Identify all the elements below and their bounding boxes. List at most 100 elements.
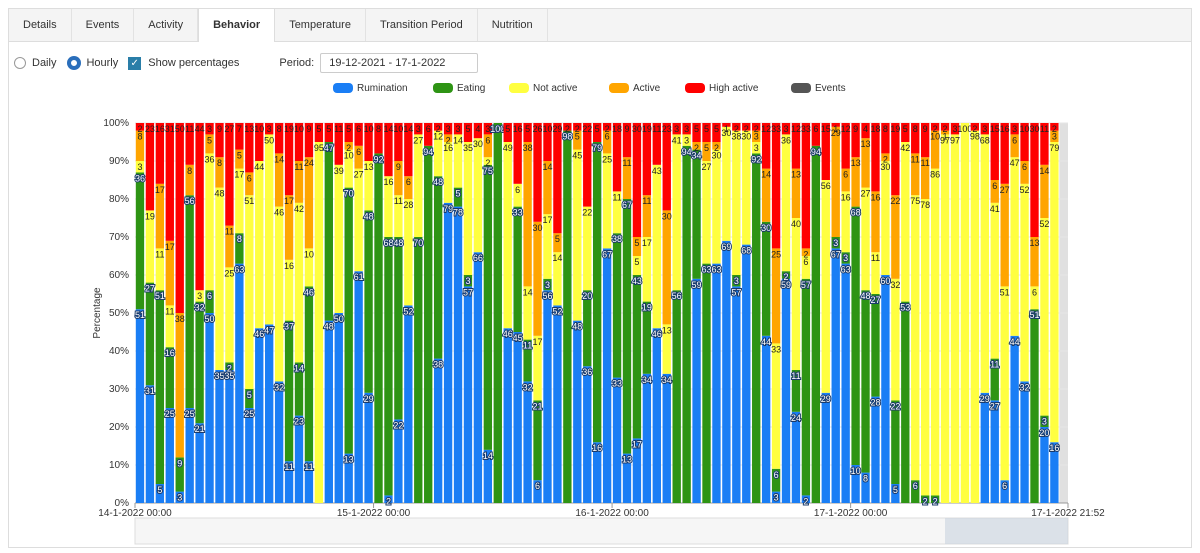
data-label: 34 [692,151,702,161]
bar-segment [920,123,930,158]
bar-segment [215,157,224,188]
bar-segment [930,168,940,496]
bar-segment [384,123,393,177]
bar-segment [811,145,821,504]
data-label: 51 [135,310,145,320]
data-label: 44 [254,162,264,172]
bar-segment [205,313,214,503]
bar-segment [970,130,980,503]
bar-segment [453,123,463,135]
tab[interactable]: Details [9,9,72,41]
navigator[interactable] [134,517,1069,545]
data-label: 42 [294,204,304,214]
bar-segment [473,138,483,253]
data-label: 3 [465,276,470,286]
tab[interactable]: Transition Period [366,9,478,41]
tab[interactable]: Temperature [275,9,366,41]
bar-segment [374,153,383,503]
data-label: 6 [485,135,490,145]
bar-segment [752,142,761,154]
period-input[interactable]: 19-12-2021 - 17-1-2022 [320,53,479,73]
bar-segment [732,130,741,275]
bar-segment [334,164,343,313]
bar-segment [1030,309,1039,503]
navigator-window[interactable] [945,518,1068,544]
legend-swatch [509,83,529,93]
bar-segment [404,305,413,503]
data-label: 95 [314,143,324,153]
bar-segment [990,180,999,203]
bar-segment [145,282,155,386]
bar-segment [453,187,463,207]
tab[interactable]: Activity [134,9,199,41]
data-label: 11 [155,249,164,259]
bar-segment [354,123,363,146]
data-label: 3 [416,124,421,134]
bar-segment [414,123,423,135]
tab[interactable]: Nutrition [478,9,548,41]
bar-segment [851,157,860,207]
data-label: 3 [1042,417,1047,427]
bar-segment [135,309,145,503]
bar-segment [165,240,174,306]
bar-segment [901,142,910,302]
bar-segment [165,408,174,503]
bar-segment [682,123,691,135]
data-label: 42 [900,143,910,153]
data-label: 14 [523,287,533,297]
tab[interactable]: Events [72,9,135,41]
data-label: 29 [831,128,841,138]
bar-segment [364,210,373,393]
data-label: 13 [851,158,861,168]
bar-segment [215,187,224,370]
bar-segment [145,210,155,283]
data-label: 5 [893,485,898,495]
label: Hourly [86,57,119,69]
bar-segment [135,172,145,310]
data-label: 29 [821,394,831,404]
bar-segment [314,142,324,503]
bar-segment [871,191,880,253]
bar-segment [602,248,612,503]
bar-segment [871,396,880,503]
data-label: 8 [217,158,222,168]
bar-segment [642,301,652,374]
data-label: 2 [933,496,938,506]
bar-segment [374,123,383,154]
data-label: 30 [473,139,483,149]
bar-segment [274,123,284,154]
legend-swatch [685,83,705,93]
checkbox[interactable]: ✓ [128,56,142,70]
data-label: 41 [672,135,682,145]
bar-segment [960,123,970,503]
data-label: 2 [883,154,888,164]
data-label: 27 [354,170,364,180]
radio-hourly[interactable] [68,57,81,69]
bar-segment [612,123,622,192]
data-label: 97 [950,135,960,145]
data-label: 36 [582,367,592,377]
bar-segment [821,180,830,393]
data-label: 5 [456,189,461,199]
data-label: 27 [1000,185,1010,195]
data-label: 39 [334,166,344,176]
data-label: 6 [356,124,361,134]
bar-segment [155,123,165,184]
bar-segment [245,389,254,408]
bar-segment [672,290,681,503]
radio-daily[interactable] [14,57,26,69]
data-label: 22 [890,401,900,411]
bar-segment [284,259,294,321]
data-label: 8 [237,234,242,244]
bar-segment [483,157,493,165]
bar-segment [791,123,801,169]
bar-segment [235,233,244,264]
data-label: 48 [324,322,334,332]
data-label: 47 [264,325,274,335]
data-label: 45 [513,333,523,343]
tab[interactable]: Behavior [198,9,276,42]
bar-segment [781,278,791,503]
data-label: 15 [990,124,1000,134]
bar-segment [841,168,850,192]
data-label: 48 [214,189,224,199]
